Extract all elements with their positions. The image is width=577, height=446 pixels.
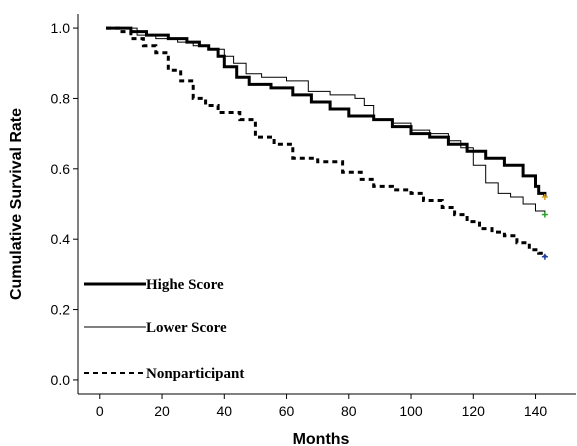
y-axis-title: Cumulative Survival Rate	[8, 108, 25, 300]
x-tick-label: 60	[279, 403, 295, 419]
legend: Highe Score Lower Score Nonparticipant	[84, 277, 244, 382]
series-line-3	[106, 26, 547, 257]
legend-label-highe-score: Highe Score	[146, 277, 224, 293]
censor-marker-1	[541, 193, 548, 200]
y-tick-label: 0.6	[51, 161, 71, 177]
series-layer	[106, 26, 548, 260]
x-tick-label: 100	[399, 403, 423, 419]
y-tick-label: 0.0	[51, 372, 71, 388]
x-axis-title: Months	[293, 431, 350, 446]
legend-label-nonparticipant: Nonparticipant	[146, 366, 244, 382]
series-line-1	[106, 26, 547, 197]
legend-label-lower-score: Lower Score	[146, 320, 227, 336]
x-tick-label: 0	[96, 403, 104, 419]
censor-marker-3	[541, 253, 548, 260]
series-line-2	[106, 27, 546, 215]
y-tick-label: 0.4	[51, 231, 71, 247]
x-ticks: 0 20 40 60 80 100 120 140	[96, 394, 548, 419]
x-tick-label: 80	[341, 403, 357, 419]
axes-frame	[77, 14, 576, 395]
x-tick-label: 20	[154, 403, 170, 419]
y-ticks: 0.0 0.2 0.4 0.6 0.8 1.0	[51, 20, 78, 388]
y-tick-label: 0.2	[51, 302, 71, 318]
x-tick-label: 40	[216, 403, 232, 419]
y-tick-label: 0.8	[51, 90, 71, 106]
x-tick-label: 140	[524, 403, 548, 419]
x-tick-label: 120	[462, 403, 486, 419]
censor-marker-2	[541, 211, 548, 218]
y-tick-label: 1.0	[51, 20, 71, 36]
